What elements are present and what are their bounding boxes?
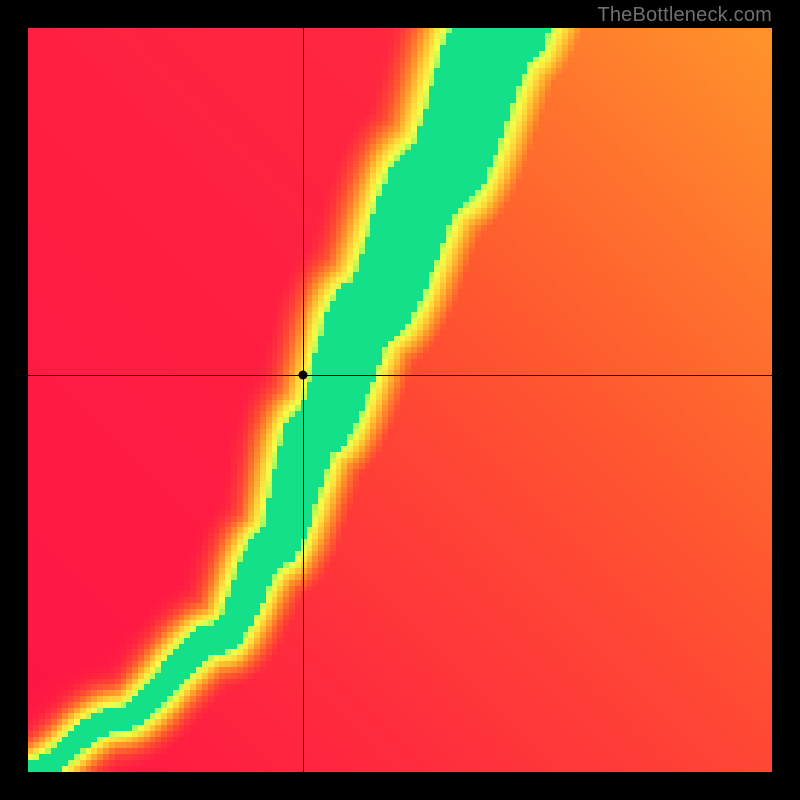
watermark-text: TheBottleneck.com: [597, 4, 772, 27]
heatmap-canvas: [28, 28, 772, 772]
crosshair-vertical: [303, 28, 304, 772]
plot-area: [28, 28, 772, 772]
crosshair-dot: [299, 371, 308, 380]
crosshair-horizontal: [28, 375, 772, 376]
